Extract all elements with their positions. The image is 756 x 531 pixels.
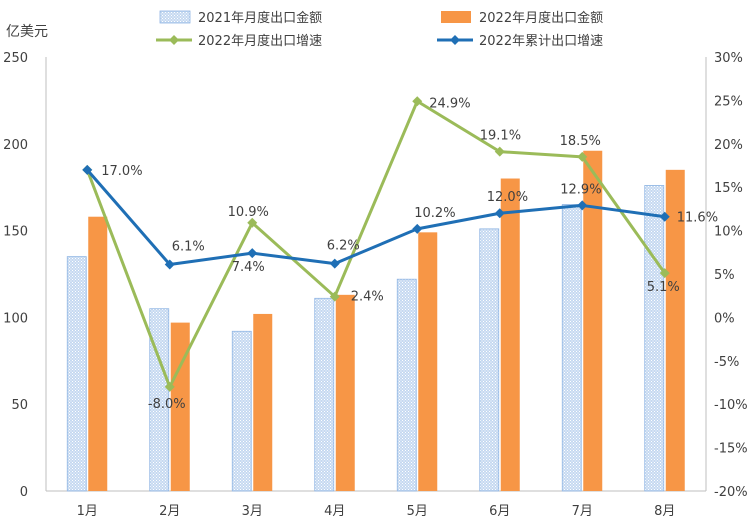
label-monthly-growth: 10.9%	[228, 205, 269, 220]
y-right-tick-label: 0%	[714, 311, 735, 326]
x-tick-label: 1月	[77, 504, 98, 519]
y-right-tick-label: 30%	[714, 51, 743, 66]
x-tick-label: 6月	[489, 504, 510, 519]
y-left-tick-label: 250	[3, 51, 28, 66]
marker-cumulative-growth	[577, 200, 588, 211]
bar-2022	[665, 169, 685, 491]
bar-2022	[418, 232, 438, 491]
bar-2021	[231, 330, 252, 492]
bar-2022	[88, 216, 108, 491]
line-monthly-growth	[85, 99, 666, 389]
lines	[82, 96, 670, 392]
bar-2022	[335, 294, 355, 491]
y-right-tick-label: -20%	[714, 485, 748, 500]
marker-monthly-growth	[164, 381, 175, 392]
bar-2021	[561, 204, 582, 492]
marker-cumulative-growth	[247, 248, 258, 259]
label-monthly-growth: 24.9%	[429, 96, 470, 111]
label-cumulative-growth: 11.6%	[677, 211, 718, 226]
y-right-tick-label: 5%	[714, 268, 735, 283]
x-tick-label: 2月	[159, 504, 180, 519]
bars	[66, 150, 685, 492]
label-monthly-growth: 2.4%	[351, 290, 384, 305]
marker-monthly-growth	[494, 146, 505, 157]
y-left-tick-label: 100	[3, 311, 28, 326]
marker-monthly-growth	[659, 268, 670, 279]
legend-label: 2021年月度出口金额	[198, 10, 322, 26]
bar-2022	[583, 150, 603, 491]
label-cumulative-growth: 6.1%	[172, 239, 205, 254]
data-labels: 17.0% -8.0% 10.9% 2.4% 24.9% 19.1% 18.5% 5.1% 6.…	[101, 96, 718, 412]
y-left-tick-label: 150	[3, 225, 28, 240]
x-tick-label: 3月	[242, 504, 263, 519]
x-tick-label: 7月	[572, 504, 593, 519]
x-tick-label: 5月	[407, 504, 428, 519]
label-cumulative-growth: 12.0%	[487, 190, 528, 205]
x-tick-label: 4月	[324, 504, 345, 519]
marker-monthly-growth	[577, 151, 588, 162]
bar-2021	[479, 228, 500, 492]
y-right-tick-label: 25%	[714, 94, 743, 109]
y-right-tick-label: 10%	[714, 225, 743, 240]
y-axis-left-label: 亿美元	[6, 24, 48, 40]
bar-2022	[500, 178, 520, 491]
bar-2021	[396, 278, 417, 492]
y-right-tick-label: -5%	[714, 355, 739, 370]
x-tick-label: 8月	[654, 504, 675, 519]
marker-monthly-growth	[329, 291, 340, 302]
legend-swatch-2022	[441, 11, 471, 23]
line-cumulative-growth	[86, 168, 665, 266]
axes: 0 50 100 150 200 250 -20% -15% -10% -5% 0% 5% 10% 15%…	[3, 51, 747, 519]
y-left-tick-label: 50	[11, 398, 28, 413]
label-monthly-growth: 19.1%	[480, 129, 521, 144]
label-cumulative-growth: 12.9%	[560, 182, 601, 197]
y-right-tick-label: 15%	[714, 181, 743, 196]
legend-label: 2022年累计出口增速	[479, 34, 603, 49]
bar-2021	[66, 256, 87, 492]
label-monthly-growth: 5.1%	[647, 280, 680, 295]
marker-monthly-growth	[412, 96, 423, 107]
legend: 2021年月度出口金额 2022年月度出口金额 2022年月度出口增速 2022年累计…	[156, 10, 603, 49]
y-right-tick-label: 20%	[714, 138, 743, 153]
bar-2021	[314, 297, 335, 492]
marker-cumulative-growth	[82, 164, 93, 175]
marker-cumulative-growth	[329, 258, 340, 269]
marker-cumulative-growth	[412, 223, 423, 234]
label-monthly-growth: 17.0%	[101, 164, 142, 179]
legend-label: 2022年月度出口金额	[479, 10, 603, 26]
label-cumulative-growth: 10.2%	[414, 206, 455, 221]
marker-cumulative-growth	[659, 211, 670, 222]
label-cumulative-growth: 6.2%	[327, 239, 360, 254]
legend-label: 2022年月度出口增速	[198, 33, 322, 49]
y-left-tick-label: 0	[20, 485, 28, 500]
bar-2021	[149, 308, 170, 492]
y-right-tick-label: -15%	[714, 442, 748, 457]
label-monthly-growth: 18.5%	[560, 134, 601, 149]
legend-marker	[169, 35, 179, 45]
label-cumulative-growth: 7.4%	[232, 260, 265, 275]
legend-swatch-2021	[159, 10, 191, 24]
legend-marker	[450, 35, 460, 45]
label-monthly-growth: -8.0%	[148, 397, 186, 412]
marker-cumulative-growth	[164, 259, 175, 270]
y-right-tick-label: -10%	[714, 398, 748, 413]
marker-cumulative-growth	[494, 208, 505, 219]
bar-2022	[170, 322, 190, 491]
y-left-tick-label: 200	[3, 138, 28, 153]
marker-monthly-growth	[247, 217, 258, 228]
bar-2021	[644, 185, 665, 492]
bar-2022	[253, 313, 273, 491]
